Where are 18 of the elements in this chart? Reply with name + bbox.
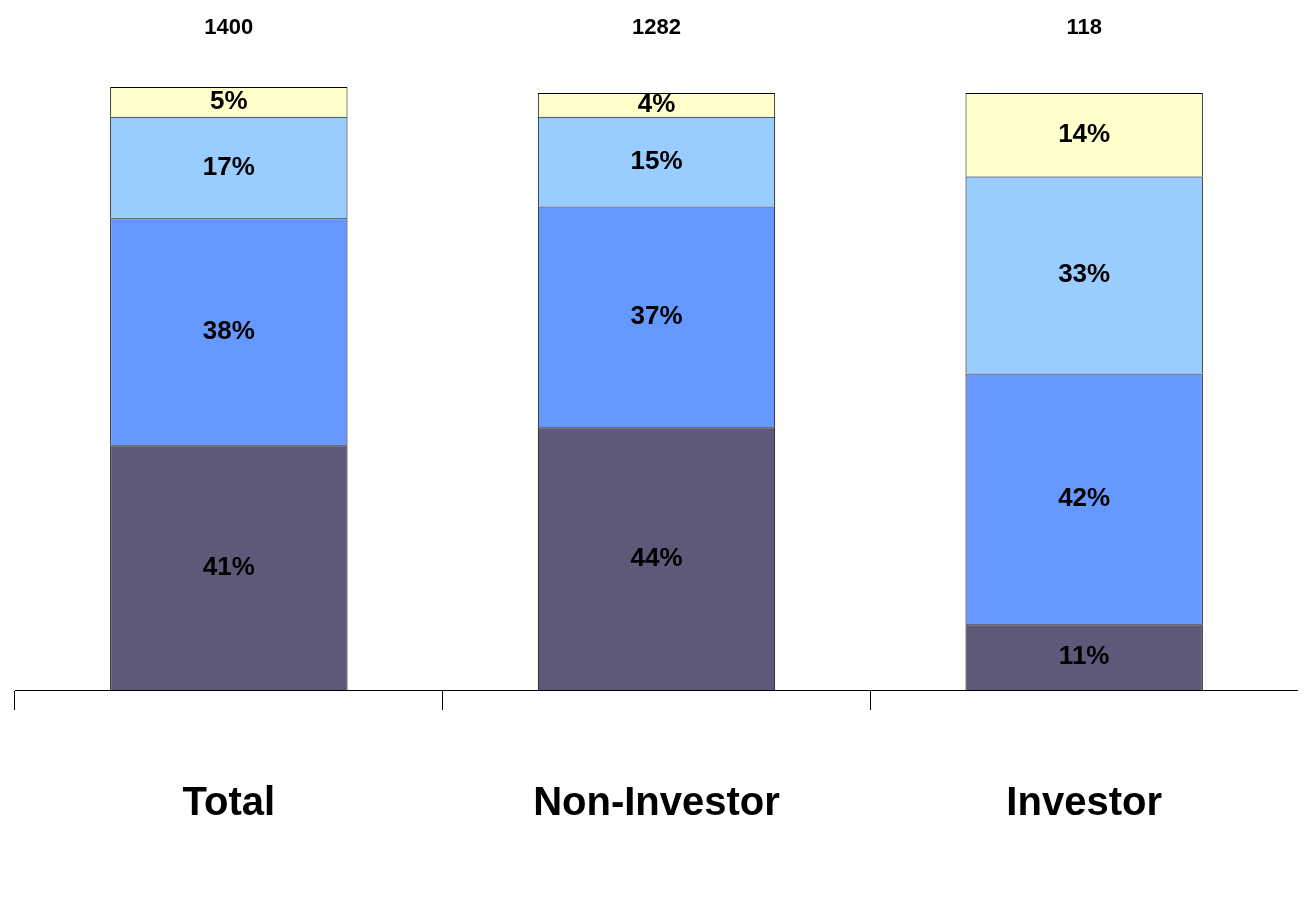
x-tick-label: Non-Investor — [533, 779, 780, 824]
data-label: 14% — [1058, 117, 1111, 148]
data-label: 42% — [1058, 482, 1111, 513]
data-label: 4% — [637, 88, 676, 119]
text: 1400 — [204, 14, 254, 40]
data-label: 5% — [210, 85, 248, 116]
data-label: 11% — [1058, 640, 1110, 671]
data-label: 41% — [202, 550, 255, 581]
text: 1282 — [632, 14, 681, 40]
data-label: 33% — [1058, 258, 1111, 289]
data-label: 17% — [202, 150, 255, 181]
data-label: 38% — [202, 314, 255, 345]
data-label: 44% — [630, 541, 683, 572]
data-label: 37% — [630, 300, 683, 331]
text: 118 — [1066, 14, 1102, 40]
x-tick-label: Total — [182, 779, 276, 824]
x-tick-label: Investor — [1006, 779, 1162, 824]
data-label: 15% — [630, 144, 683, 175]
